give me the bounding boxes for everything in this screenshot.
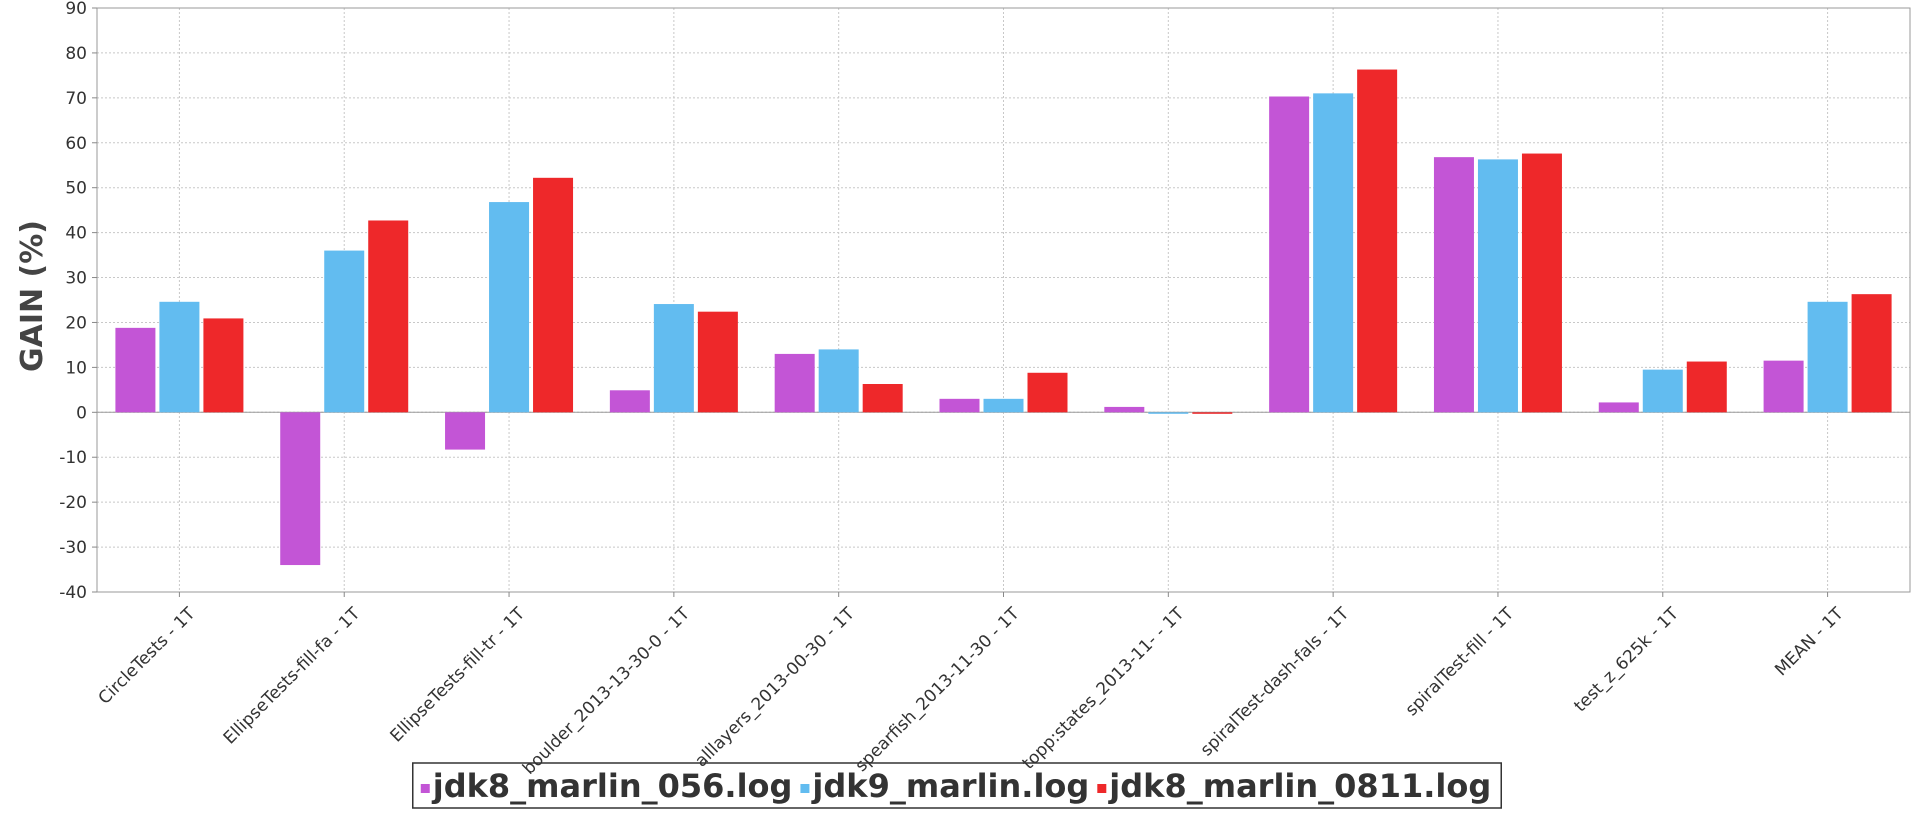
y-tick-label: -30 bbox=[59, 538, 87, 558]
y-tick-label: 70 bbox=[65, 89, 87, 109]
bar-3-8 bbox=[1357, 69, 1398, 413]
y-tick-label: 50 bbox=[65, 179, 87, 199]
legend-item: jdk8_marlin_0811.log bbox=[1097, 767, 1491, 805]
y-axis-ticks: -40 -30 -20 -10 0 10 20 30 40 50 60 70 80 90 bbox=[59, 0, 97, 603]
bar-1-9 bbox=[1433, 157, 1474, 413]
legend-item: jdk8_marlin_056.log bbox=[420, 767, 793, 805]
bar-1-11 bbox=[1763, 360, 1804, 413]
y-tick-label: 10 bbox=[65, 358, 87, 378]
bar-1-7 bbox=[1104, 406, 1145, 413]
legend-label: jdk8_marlin_056.log bbox=[431, 767, 793, 805]
y-tick-label: -20 bbox=[59, 493, 87, 513]
bar-3-11 bbox=[1851, 294, 1892, 413]
bars bbox=[115, 69, 1892, 566]
legend-items: jdk8_marlin_056.log jdk9_marlin.log jdk8_m… bbox=[420, 767, 1491, 805]
x-axis-ticks: CircleTests - 1T EllipseTests-fill-fa - 1… bbox=[95, 592, 1848, 779]
bar-2-11 bbox=[1807, 301, 1848, 413]
legend-label: jdk9_marlin.log bbox=[810, 767, 1089, 805]
bar-2-6 bbox=[983, 398, 1024, 413]
bar-3-9 bbox=[1521, 153, 1562, 413]
bar-1-8 bbox=[1269, 96, 1310, 413]
bar-1-10 bbox=[1598, 402, 1639, 413]
x-tick-label: MEAN - 1T bbox=[1771, 603, 1848, 680]
bar-1-1 bbox=[115, 327, 156, 413]
bar-1-5 bbox=[774, 353, 815, 413]
legend-swatch bbox=[420, 784, 430, 793]
legend-border bbox=[412, 762, 1502, 809]
bar-2-3 bbox=[489, 202, 530, 413]
legend-item: jdk9_marlin.log bbox=[800, 767, 1089, 805]
x-tick-label: EllipseTests-fill-tr - 1T bbox=[387, 603, 530, 746]
legend-swatch bbox=[1097, 784, 1107, 793]
bar-3-1 bbox=[203, 318, 244, 413]
bar-3-6 bbox=[1027, 372, 1068, 413]
x-tick-label: test_z_625k - 1T bbox=[1570, 603, 1683, 716]
bar-2-5 bbox=[818, 349, 859, 413]
legend: jdk8_marlin_056.log jdk9_marlin.log jdk8_m… bbox=[412, 762, 1502, 809]
bar-2-7 bbox=[1148, 412, 1189, 414]
x-tick-label: spiralTest-dash-fals - 1T bbox=[1197, 603, 1354, 760]
x-tick-label: alllayers_2013-00-30 - 1T bbox=[691, 603, 859, 771]
bar-3-4 bbox=[697, 311, 738, 413]
bar-3-2 bbox=[368, 220, 409, 413]
bar-2-2 bbox=[324, 250, 365, 413]
x-tick-label: boulder_2013-13-30-0 - 1T bbox=[519, 603, 694, 778]
bar-2-1 bbox=[159, 301, 200, 413]
x-tick-label: spearfish_2013-11-30 - 1T bbox=[851, 603, 1023, 775]
bar-1-3 bbox=[445, 412, 486, 450]
bar-1-2 bbox=[280, 412, 321, 566]
y-tick-label: 30 bbox=[65, 269, 87, 289]
y-axis-label: GAIN (%) bbox=[15, 220, 50, 372]
bar-3-10 bbox=[1686, 361, 1727, 413]
legend-swatch bbox=[800, 784, 810, 793]
x-tick-label: spiralTest-fill - 1T bbox=[1402, 603, 1519, 720]
bar-3-3 bbox=[533, 177, 574, 413]
bar-1-4 bbox=[609, 390, 650, 413]
bar-2-9 bbox=[1477, 159, 1518, 413]
y-tick-label: 20 bbox=[65, 313, 87, 333]
x-tick-label: topp:states_2013-11- - 1T bbox=[1019, 603, 1189, 773]
y-tick-label: 60 bbox=[65, 134, 87, 154]
y-tick-label: 80 bbox=[65, 44, 87, 64]
legend-label: jdk8_marlin_0811.log bbox=[1107, 767, 1491, 805]
y-tick-label: 40 bbox=[65, 224, 87, 244]
bar-2-4 bbox=[653, 304, 694, 413]
bar-3-7 bbox=[1192, 412, 1233, 414]
x-tick-label: CircleTests - 1T bbox=[95, 603, 200, 708]
y-tick-label: -10 bbox=[59, 448, 87, 468]
bar-3-5 bbox=[862, 384, 903, 413]
y-tick-label: -40 bbox=[59, 583, 87, 603]
bar-2-8 bbox=[1313, 93, 1354, 413]
y-tick-label: 0 bbox=[76, 403, 87, 423]
bar-2-10 bbox=[1642, 369, 1683, 413]
y-tick-label: 90 bbox=[65, 0, 87, 19]
bar-1-6 bbox=[939, 398, 980, 413]
x-tick-label: EllipseTests-fill-fa - 1T bbox=[220, 603, 365, 748]
